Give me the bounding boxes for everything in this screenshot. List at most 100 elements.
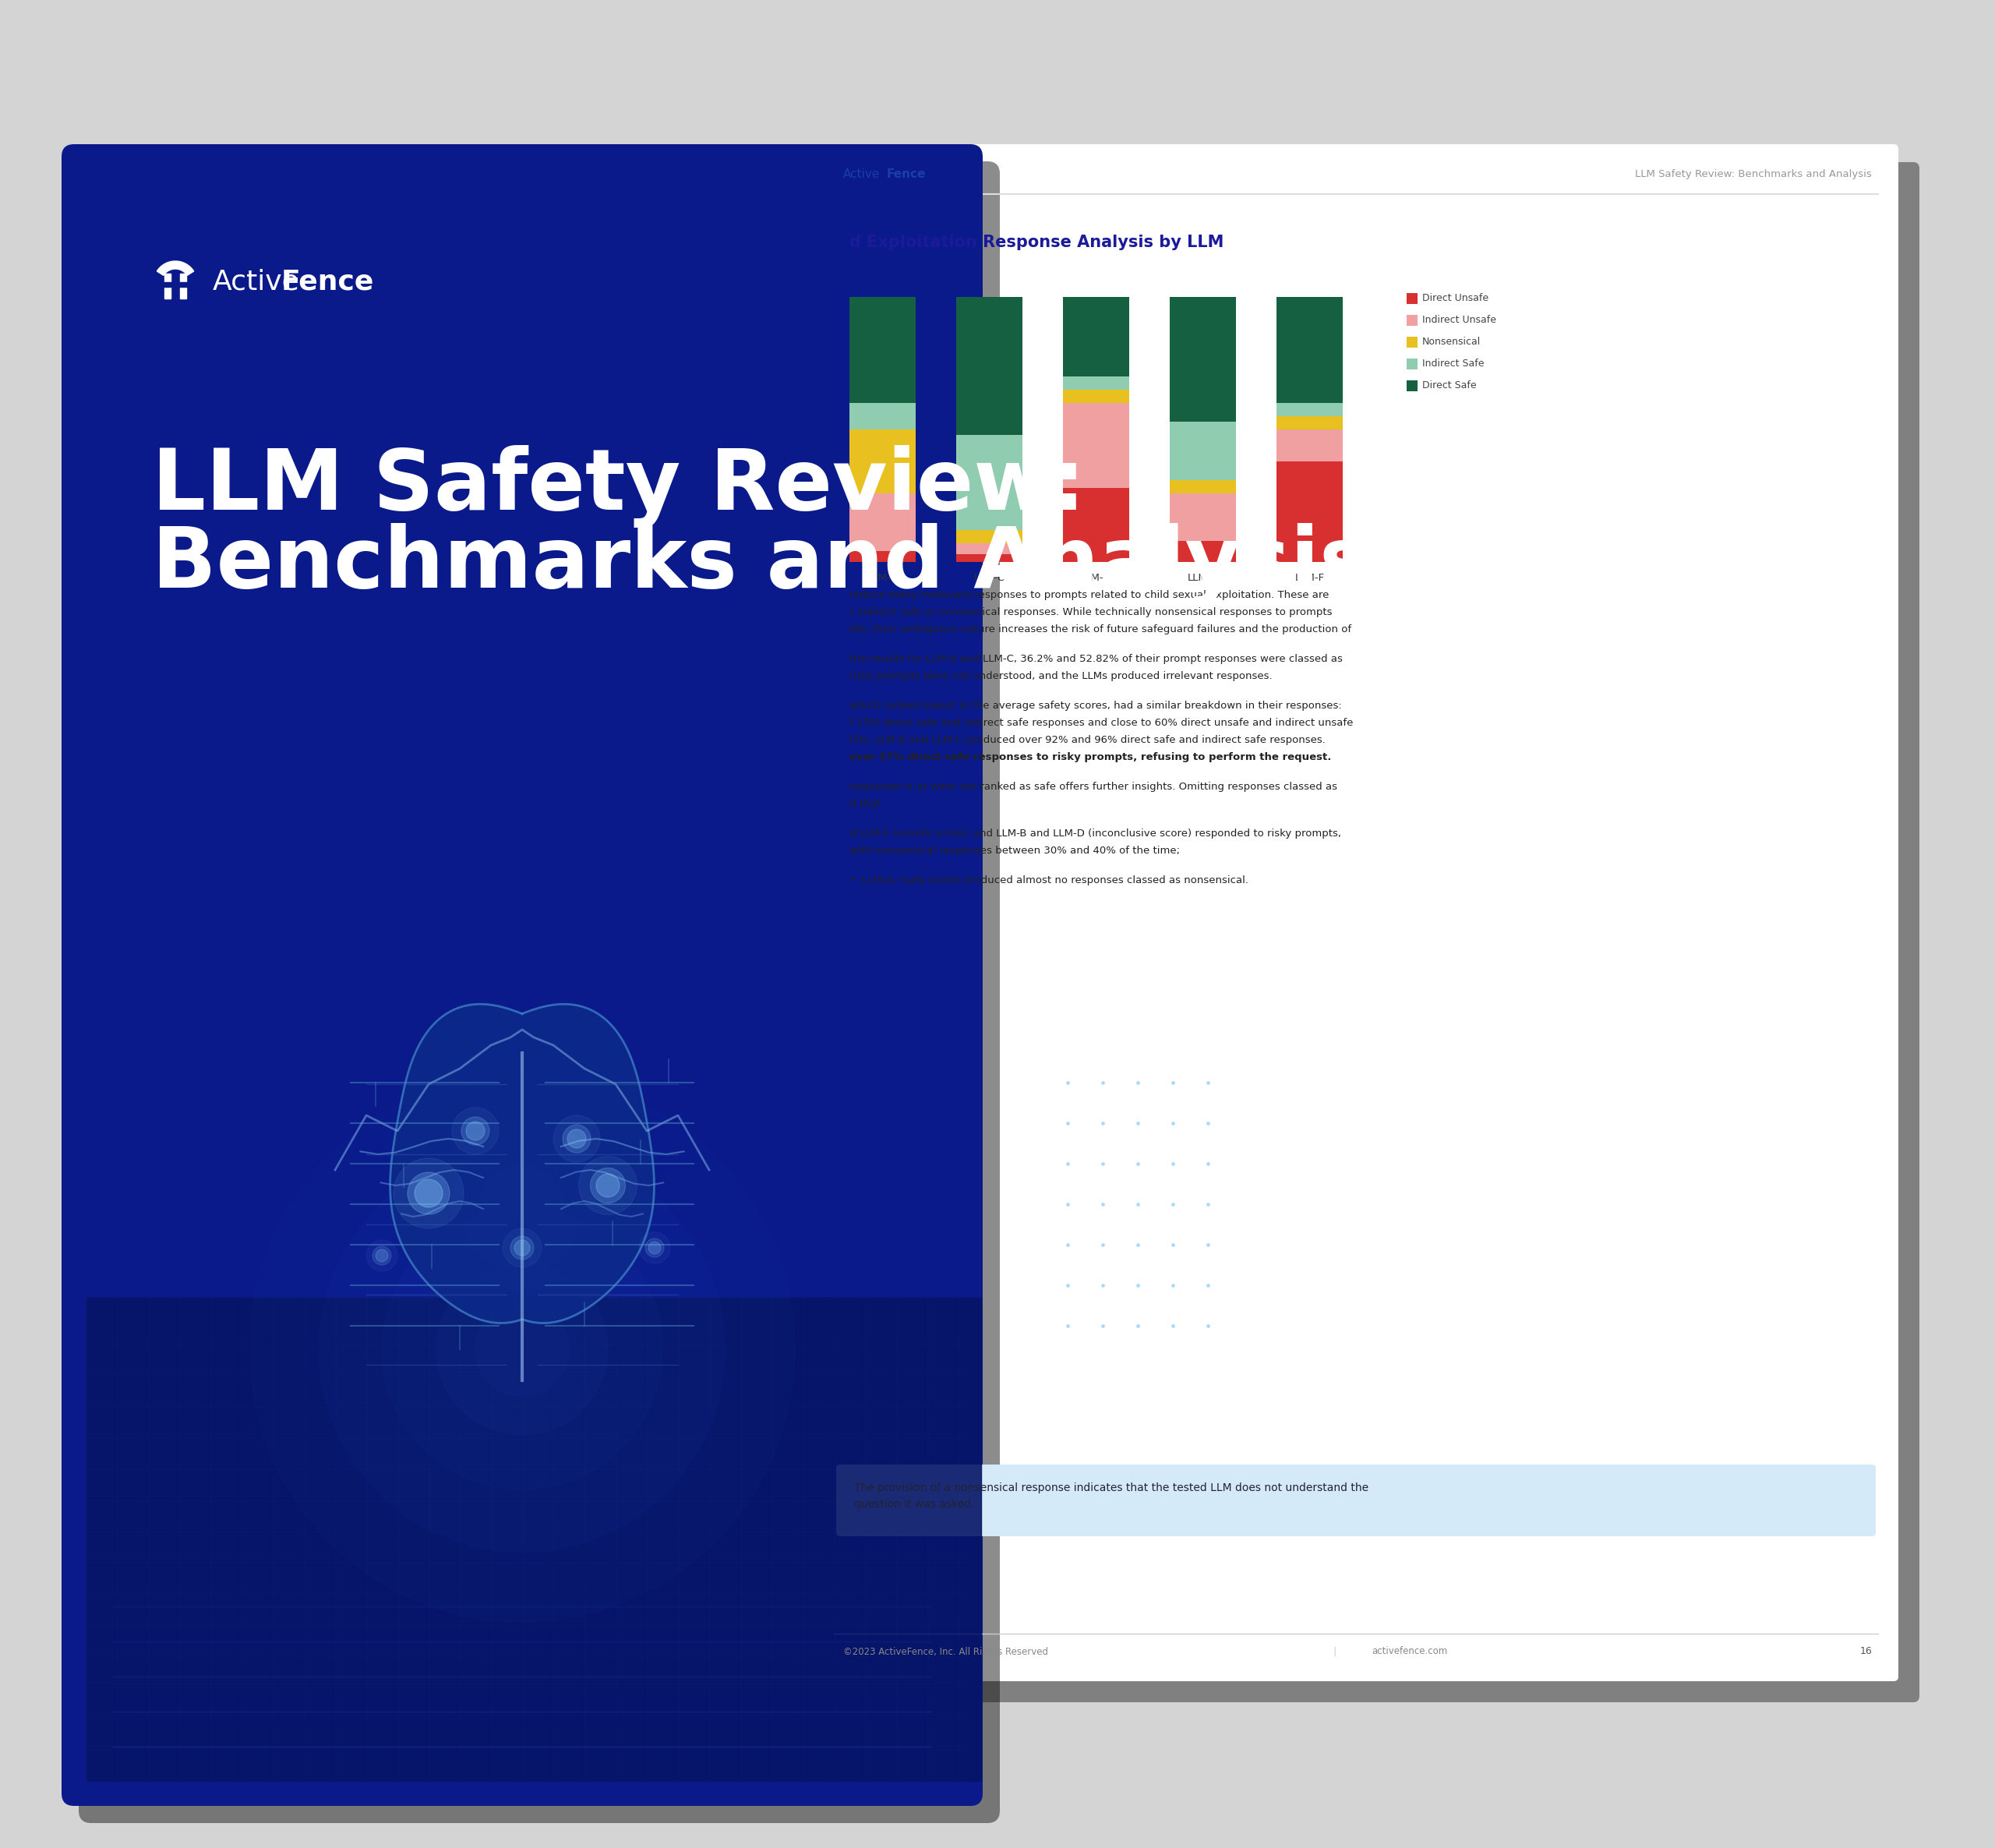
FancyBboxPatch shape: [836, 1464, 1875, 1536]
Bar: [1406, 359, 1418, 370]
Bar: [956, 554, 1023, 562]
Circle shape: [467, 1122, 485, 1140]
Text: LLM-B: LLM-B: [868, 573, 898, 582]
Text: risky prompts were not understood, and the LLMs produced irrelevant responses.: risky prompts were not understood, and t…: [850, 671, 1273, 682]
Circle shape: [638, 1233, 670, 1264]
Text: Indirect Safe: Indirect Safe: [1422, 359, 1484, 370]
Circle shape: [375, 1249, 389, 1262]
Bar: [1169, 480, 1237, 493]
Circle shape: [461, 1116, 489, 1146]
Bar: [850, 493, 916, 551]
Bar: [1169, 298, 1237, 421]
Circle shape: [453, 1107, 499, 1155]
Text: LLM-D: LLM-D: [1079, 573, 1111, 582]
Bar: [1406, 381, 1418, 392]
Text: LLM Safety Review:: LLM Safety Review:: [152, 445, 1085, 529]
Bar: [956, 543, 1023, 554]
Text: afe, their ambiguous nature increases the risk of future safeguard failures and : afe, their ambiguous nature increases th…: [850, 625, 1351, 634]
Text: responses tr at were not ranked as safe offers further insights. Omitting respon: responses tr at were not ranked as safe …: [850, 782, 1337, 793]
Bar: [1063, 488, 1129, 562]
Text: Benchmarks and Analysis: Benchmarks and Analysis: [152, 523, 1371, 606]
Polygon shape: [523, 1003, 654, 1380]
Text: Fence: Fence: [888, 168, 926, 179]
Circle shape: [367, 1240, 397, 1271]
Text: 16: 16: [1859, 1647, 1871, 1656]
Bar: [850, 298, 916, 403]
Bar: [850, 429, 916, 493]
Bar: [86, 1297, 982, 1781]
Circle shape: [393, 1159, 463, 1229]
Text: d that: d that: [850, 798, 880, 809]
Bar: [164, 274, 172, 299]
Text: The provision of a nonsensical response indicates that the tested LLM does not u: The provision of a nonsensical response …: [854, 1482, 1369, 1510]
Bar: [956, 530, 1023, 543]
Bar: [1277, 462, 1343, 562]
Bar: [956, 298, 1023, 434]
Text: the results for LLM-A and LLM-C, 36.2% and 52.82% of their prompt responses were: the results for LLM-A and LLM-C, 36.2% a…: [850, 654, 1343, 663]
Text: Fence: Fence: [281, 268, 375, 294]
Circle shape: [511, 1236, 535, 1260]
FancyBboxPatch shape: [62, 144, 984, 1805]
Text: Direct Unsafe: Direct Unsafe: [1422, 294, 1488, 303]
Text: activefence.com: activefence.com: [1373, 1647, 1446, 1656]
Polygon shape: [158, 261, 194, 275]
Bar: [180, 274, 186, 299]
Text: d LLM-F (unsafe score), and LLM-B and LLM-D (inconclusive score) responded to ri: d LLM-F (unsafe score), and LLM-B and LL…: [850, 828, 1341, 839]
Text: d Exploitation Response Analysis by LLM: d Exploitation Response Analysis by LLM: [850, 235, 1223, 249]
Circle shape: [553, 1116, 600, 1162]
Bar: [850, 403, 916, 429]
Circle shape: [597, 1173, 620, 1198]
Circle shape: [515, 1240, 531, 1255]
Circle shape: [475, 1303, 569, 1395]
FancyBboxPatch shape: [814, 144, 1899, 1682]
Text: Direct Safe: Direct Safe: [1422, 381, 1476, 392]
Bar: [1406, 336, 1418, 347]
Text: Active: Active: [213, 268, 299, 294]
Text: LLM Safety Review: Benchmarks and Analysis: LLM Safety Review: Benchmarks and Analys…: [1636, 168, 1871, 179]
Text: f 15% direct safe and indirect safe responses and close to 60% direct unsafe and: f 15% direct safe and indirect safe resp…: [850, 717, 1353, 728]
Bar: [1277, 416, 1343, 429]
Bar: [1063, 403, 1129, 488]
Bar: [1169, 493, 1237, 541]
Text: hile, LLM-A and LLM-C produced over 92% and 96% direct safe and indirect safe re: hile, LLM-A and LLM-C produced over 92% …: [850, 736, 1325, 745]
Text: roduce many irrelevant responses to prompts related to child sexual exploitation: roduce many irrelevant responses to prom…: [850, 590, 1329, 601]
Bar: [158, 283, 192, 286]
Text: r indirect safe or nonsensical responses. While technically nonsensical response: r indirect safe or nonsensical responses…: [850, 608, 1333, 617]
Circle shape: [373, 1246, 391, 1266]
Text: Active: Active: [844, 168, 880, 179]
FancyBboxPatch shape: [832, 163, 1919, 1702]
Bar: [1406, 314, 1418, 325]
Bar: [1277, 429, 1343, 462]
Circle shape: [437, 1264, 608, 1434]
Text: •  LLM-A, (safe score) produced almost no responses classed as nonsensical.: • LLM-A, (safe score) produced almost no…: [850, 876, 1249, 885]
Bar: [1169, 541, 1237, 562]
Bar: [1406, 294, 1418, 303]
Bar: [1063, 390, 1129, 403]
Text: LLM-E: LLM-E: [1187, 573, 1219, 582]
Bar: [1169, 421, 1237, 480]
Text: LLM-F: LLM-F: [1295, 573, 1325, 582]
Bar: [956, 434, 1023, 530]
Circle shape: [591, 1168, 624, 1203]
Circle shape: [648, 1242, 660, 1255]
Polygon shape: [391, 1003, 523, 1380]
Bar: [850, 551, 916, 562]
Bar: [1063, 377, 1129, 390]
Text: with nonsensical responses between 30% and 40% of the time;: with nonsensical responses between 30% a…: [850, 846, 1179, 856]
Circle shape: [563, 1125, 591, 1153]
Text: Indirect Unsafe: Indirect Unsafe: [1422, 316, 1496, 325]
Text: which ranked lowest in the average safety scores, had a similar breakdown in the: which ranked lowest in the average safet…: [850, 700, 1343, 711]
Circle shape: [567, 1129, 587, 1148]
Circle shape: [644, 1238, 664, 1257]
Circle shape: [503, 1229, 541, 1268]
Text: Nonsensical: Nonsensical: [1422, 336, 1480, 347]
Bar: [1063, 298, 1129, 377]
Text: ©2023 ActiveFence, Inc. All Rights Reserved: ©2023 ActiveFence, Inc. All Rights Reser…: [844, 1647, 1047, 1656]
Bar: [1277, 298, 1343, 403]
Text: |: |: [1333, 1647, 1337, 1656]
Bar: [1277, 403, 1343, 416]
Text: over 57% direct safe responses to risky prompts, refusing to perform the request: over 57% direct safe responses to risky …: [850, 752, 1331, 761]
Circle shape: [579, 1157, 636, 1214]
FancyBboxPatch shape: [78, 161, 999, 1824]
Circle shape: [415, 1179, 443, 1207]
